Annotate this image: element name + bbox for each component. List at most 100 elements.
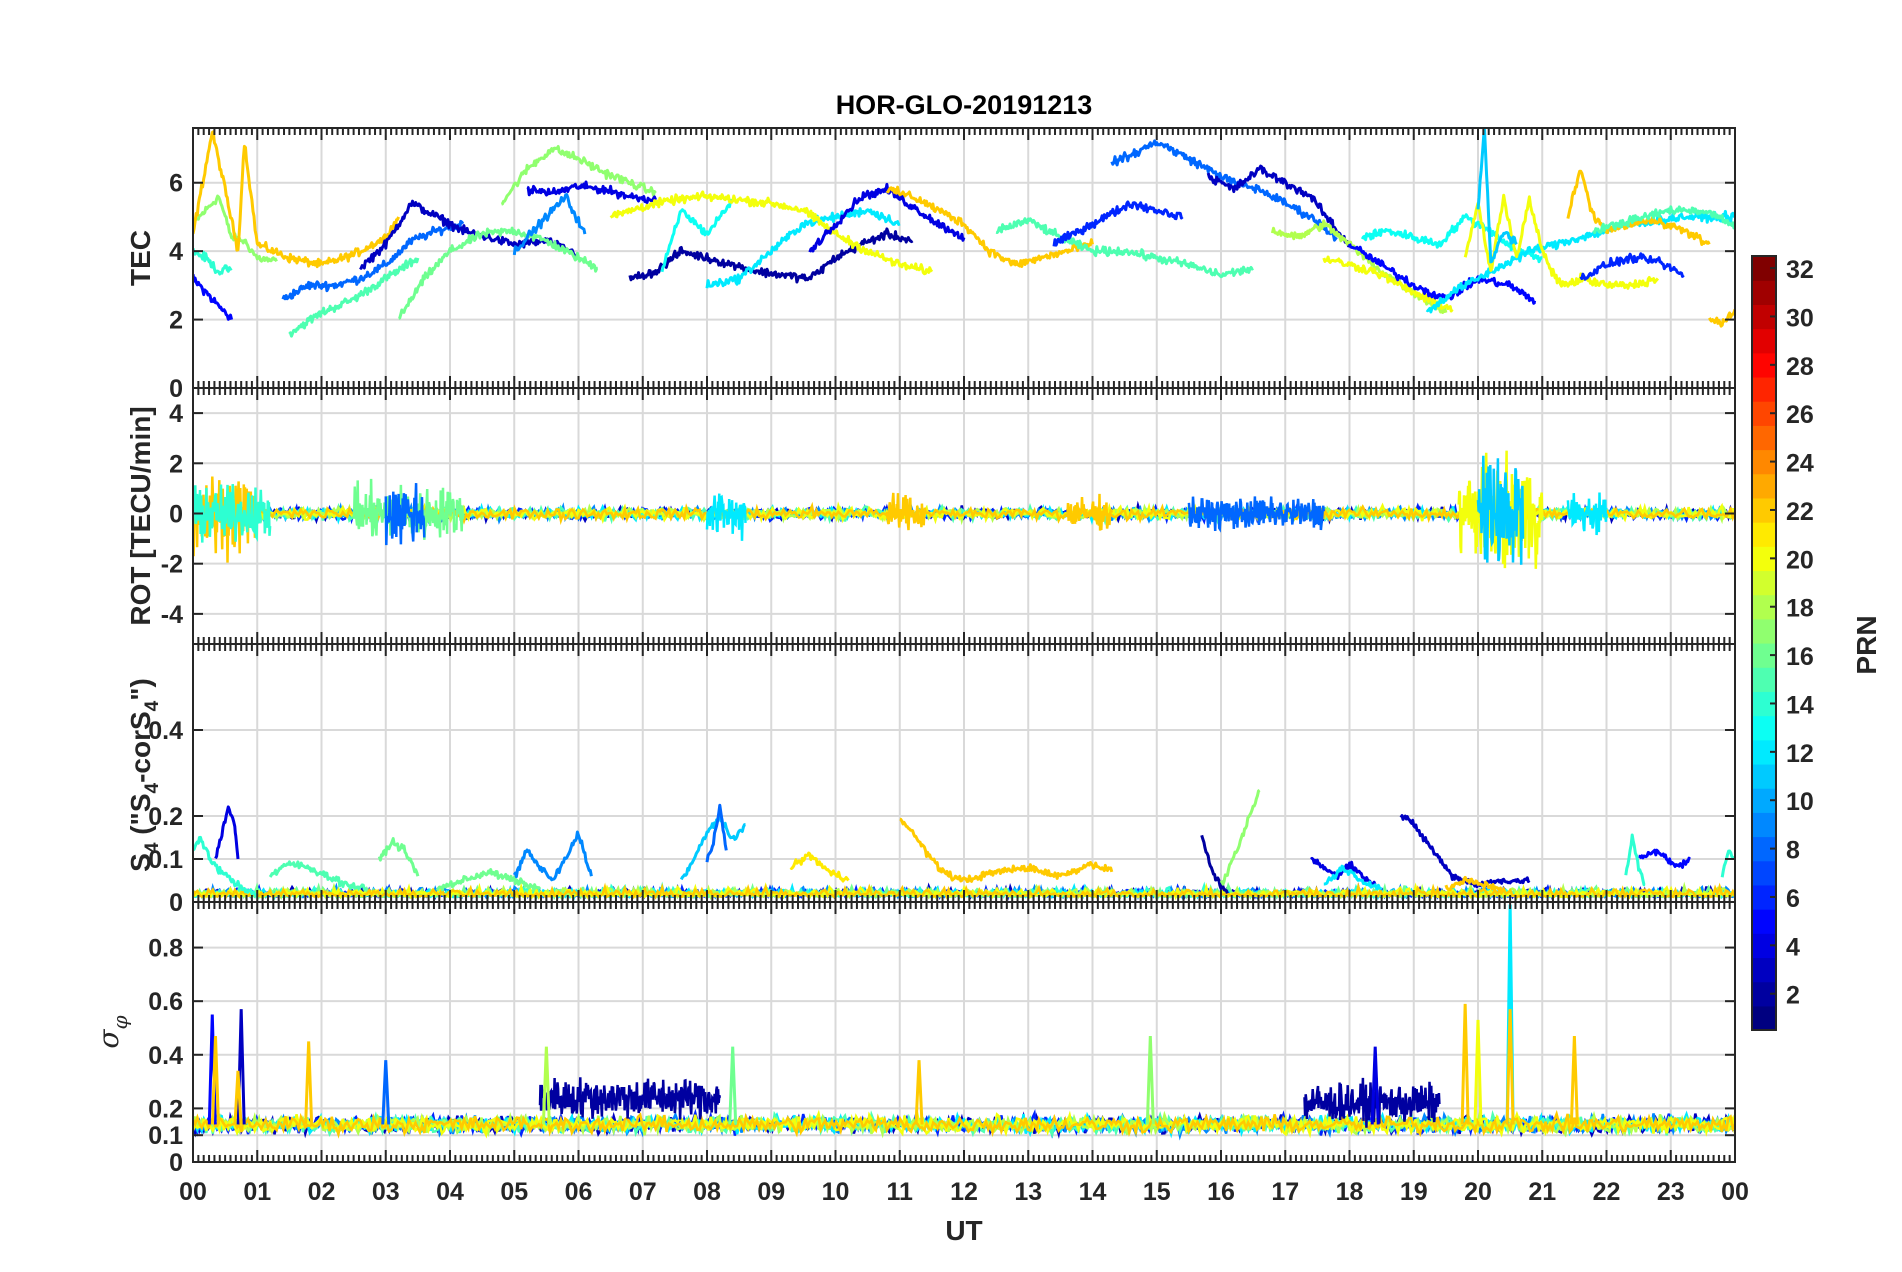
ytick-label-sigma_phi: 0.4 — [148, 1042, 183, 1070]
series-burst-rot-prn8 — [384, 483, 426, 546]
colorbar-swatch — [1752, 860, 1776, 886]
series-line-s4-prn22 — [899, 817, 1114, 883]
series-burst-rot-prn11 — [1476, 455, 1525, 565]
ylabel-rot: ROT [TECU/min] — [125, 406, 156, 625]
series-burst-rot-prn22 — [885, 492, 927, 531]
colorbar-tick-label: 10 — [1786, 788, 1814, 816]
series-line-tec-prn8 — [281, 219, 465, 301]
series-line-tec-prn14 — [193, 247, 233, 276]
ytick-label-sigma_phi: 0.1 — [148, 1122, 183, 1150]
colorbar-swatch — [1752, 957, 1776, 983]
series-line-s4-prn22 — [1444, 875, 1505, 895]
xtick-label: 09 — [757, 1178, 785, 1206]
series-burst-rot-prn12 — [1566, 492, 1608, 536]
series-line-tec-prn9 — [512, 193, 587, 256]
series-line-tec-prn6 — [1052, 200, 1184, 247]
ylabel-tec: TEC — [125, 230, 156, 286]
series-spike-prn16 — [728, 1046, 738, 1125]
colorbar-tick-label: 32 — [1786, 256, 1814, 284]
colorbar-tick-label: 20 — [1786, 546, 1814, 574]
ylabel-sigma_phi: σφ — [92, 1015, 132, 1048]
colorbar-tick-label: 22 — [1786, 498, 1814, 526]
series-line-s4-prn11 — [679, 814, 746, 881]
ytick-label-tec: 2 — [169, 307, 183, 335]
series-burst-rot-prn22 — [193, 476, 259, 563]
colorbar-tick-label: 4 — [1786, 933, 1800, 961]
xtick-label: 18 — [1336, 1178, 1364, 1206]
xtick-label: 10 — [822, 1178, 850, 1206]
colorbar-swatch — [1752, 812, 1776, 838]
colorbar-swatch — [1752, 909, 1776, 934]
series-line-tec-prn17 — [500, 145, 657, 206]
ytick-label-rot: 4 — [169, 400, 183, 428]
grid-tec — [192, 128, 1736, 389]
colorbar-swatch — [1752, 280, 1776, 305]
series-line-tec-prn2 — [628, 227, 914, 284]
xtick-label: 01 — [243, 1178, 271, 1206]
xtick-label: 21 — [1528, 1178, 1556, 1206]
xtick-label: 12 — [950, 1178, 978, 1206]
xtick-label: 00 — [179, 1178, 207, 1206]
xtick-label: 15 — [1143, 1178, 1171, 1206]
series-line-tec-prn22 — [193, 130, 400, 269]
series-spike-prn20 — [1473, 1019, 1483, 1125]
series-line-s4-prn4 — [214, 805, 240, 860]
series-line-tec-prn12 — [1425, 209, 1735, 314]
xtick-label: 07 — [629, 1178, 657, 1206]
ylabel-s4-text: S4 ("S4-corS4") — [125, 678, 163, 872]
xtick-label: 00 — [1721, 1178, 1749, 1206]
series-line-s4-prn14 — [1720, 849, 1735, 878]
ytick-label-sigma_phi: 0 — [169, 1149, 183, 1177]
xtick-label: 17 — [1271, 1178, 1299, 1206]
ylabel-sigma_phi-text: σφ — [92, 1015, 132, 1048]
panel-rot: -4 -2 0 2 4 ROT [TECU/min] — [125, 387, 1736, 645]
series-line-tec-prn20 — [609, 190, 934, 276]
colorbar-tick-label: 2 — [1786, 982, 1800, 1010]
series-spike-prn22 — [210, 1035, 220, 1125]
xtick-label: 22 — [1593, 1178, 1621, 1206]
series-line-tec-prn6 — [1579, 252, 1685, 281]
ticks-sigma_phi: 00.10.2 0.4 0.6 0.8 — [148, 902, 1736, 1177]
ytick-label-s4: 0.2 — [148, 803, 183, 831]
series-line-s4-prn15 — [268, 860, 368, 891]
ytick-label-sigma_phi: 0.2 — [148, 1095, 183, 1123]
series-line-s4-prn21 — [789, 851, 850, 883]
colorbar-swatch — [1752, 715, 1776, 741]
xtick-label: 06 — [565, 1178, 593, 1206]
series-line-tec-prn22 — [885, 185, 1094, 268]
colorbar-tick-label: 28 — [1786, 353, 1814, 381]
series-line-tec-prn13 — [660, 198, 734, 273]
colorbar-swatch — [1752, 473, 1776, 499]
ytick-label-rot: -4 — [161, 601, 183, 629]
ytick-label-sigma_phi: 0.6 — [148, 988, 183, 1016]
series-line-s4-prn3 — [1399, 814, 1531, 889]
xtick-label: 23 — [1657, 1178, 1685, 1206]
series-line-tec-prn4 — [808, 182, 966, 253]
xtick-label: 13 — [1014, 1178, 1042, 1206]
series-spike-prn17 — [1145, 1035, 1155, 1125]
ytick-label-sigma_phi: 0.8 — [148, 935, 183, 963]
x-axis: 00 01 02 03 04 05 06 07 08 09 10 11 12 13 14 15 16 17 18 19… — [179, 1178, 1749, 1206]
xtick-label: 19 — [1400, 1178, 1428, 1206]
series-tec — [193, 128, 1735, 338]
series-line-s4-prn12 — [1323, 864, 1383, 891]
colorbar-frame — [1751, 255, 1777, 1031]
series-line-tec-prn12 — [705, 207, 901, 289]
colorbar-swatch — [1752, 570, 1776, 596]
xtick-label: 20 — [1464, 1178, 1492, 1206]
series-sigma_phi — [193, 904, 1735, 1141]
series-burst-rot-prn22 — [1065, 493, 1114, 531]
series-line-s4-prn17 — [1219, 788, 1261, 886]
x-axis-label: UT — [945, 1215, 982, 1246]
series-burst-rot-prn14 — [193, 484, 272, 543]
series-burst-rot-prn8 — [1187, 496, 1326, 533]
colorbar-tick-label: 30 — [1786, 304, 1814, 332]
series-spike-prn22 — [304, 1041, 314, 1125]
colorbar-tick-label: 14 — [1786, 691, 1814, 719]
colorbar-swatch — [1752, 328, 1776, 354]
xtick-label: 02 — [308, 1178, 336, 1206]
xtick-label: 11 — [887, 1178, 914, 1206]
colorbar-tick-label: 8 — [1786, 837, 1800, 865]
